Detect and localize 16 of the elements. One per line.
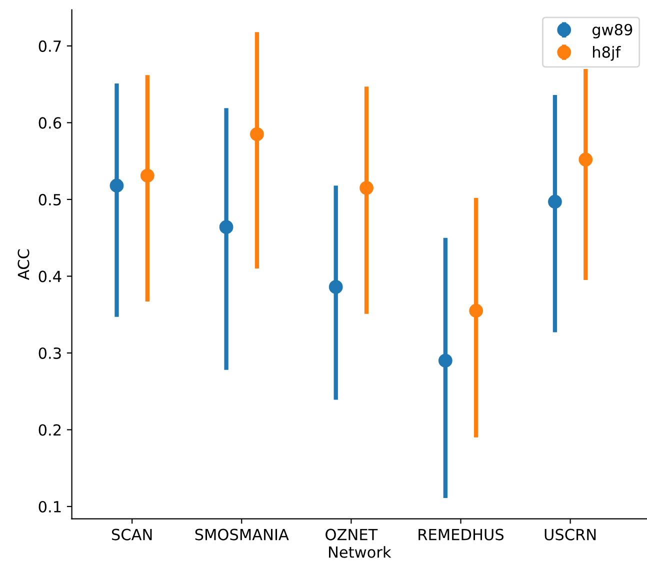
x-tick-label: REMEDHUS <box>418 528 504 540</box>
legend-label: gw89 <box>592 24 632 38</box>
x-axis-title: Network <box>329 546 392 558</box>
y-tick-label: 0.6 <box>38 117 62 129</box>
y-tick-label: 0.5 <box>38 194 61 206</box>
legend-label: h8jf <box>593 46 621 61</box>
x-tick-label: SMOSMANIA <box>195 528 289 540</box>
y-tick-label: 0.1 <box>38 500 61 513</box>
y-tick-label: 0.7 <box>38 40 61 52</box>
y-tick-label: 0.3 <box>38 347 61 359</box>
x-tick-label: OZNET <box>326 528 378 540</box>
x-tick-label: USCRN <box>544 528 596 540</box>
y-axis-title: ACC <box>18 249 30 280</box>
y-tick-label: 0.4 <box>38 270 62 282</box>
y-tick-label: 0.2 <box>38 424 61 436</box>
x-tick-label: SCAN <box>112 528 152 540</box>
